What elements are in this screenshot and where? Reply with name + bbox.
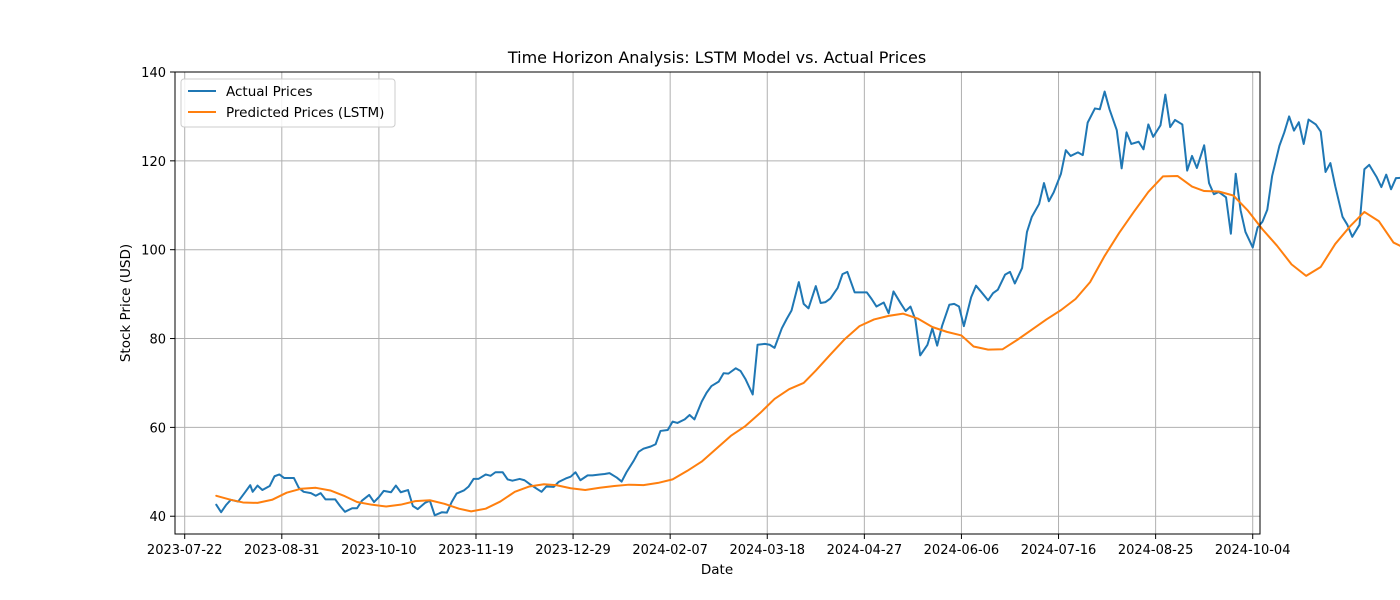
y-tick-label: 60 [149, 421, 166, 436]
x-tick-label: 2023-08-31 [244, 543, 320, 558]
x-tick-label: 2024-03-18 [729, 543, 805, 558]
series-line-actual [215, 90, 1400, 517]
series-line-predicted [215, 174, 1400, 513]
x-tick-label: 2023-12-29 [535, 543, 611, 558]
x-axis-label: Date [701, 562, 733, 578]
x-tick-label: 2024-06-06 [924, 543, 1000, 558]
y-tick-label: 80 [149, 333, 166, 348]
legend-box [180, 78, 396, 128]
y-axis-label: Stock Price (USD) [118, 244, 134, 362]
y-tick-label: 40 [149, 510, 166, 525]
y-tick-label: 140 [141, 66, 166, 81]
plot-frame [174, 71, 1261, 535]
x-tick-label: 2024-08-25 [1118, 543, 1194, 558]
chart-title: Time Horizon Analysis: LSTM Model vs. Ac… [507, 48, 926, 67]
grid [175, 71, 1260, 534]
legend: Actual Prices Predicted Prices (LSTM) [180, 78, 396, 128]
x-tick-label: 2024-07-16 [1021, 543, 1097, 558]
y-tick-label: 120 [141, 155, 166, 170]
x-tick-label: 2023-10-10 [341, 543, 417, 558]
x-tick-label: 2024-10-04 [1215, 543, 1291, 558]
y-tick-label: 100 [141, 244, 166, 259]
series-group [215, 90, 1400, 517]
axis-ticks: 2023-07-22 2023-08-31 2023-10-10 2023-11-19… [141, 66, 1290, 558]
legend-label-actual: Actual Prices [226, 84, 313, 100]
x-tick-label: 2024-02-07 [632, 543, 708, 558]
x-tick-label: 2024-04-27 [827, 543, 903, 558]
legend-label-predicted: Predicted Prices (LSTM) [226, 105, 384, 121]
x-tick-label: 2023-11-19 [438, 543, 514, 558]
x-tick-label: 2023-07-22 [147, 543, 223, 558]
